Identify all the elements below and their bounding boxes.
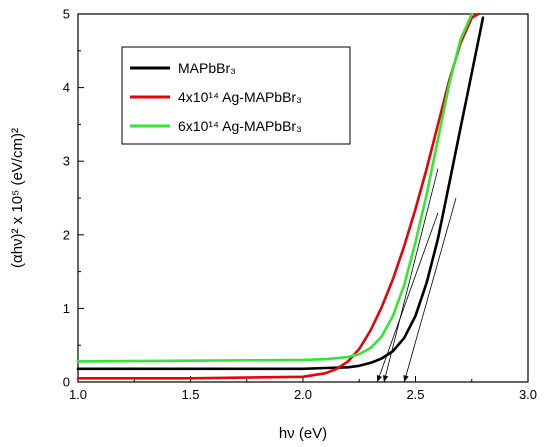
legend-label-1: MAPbBr₃: [178, 60, 236, 76]
y-tick-label: 5: [63, 7, 70, 22]
x-tick-label: 1.0: [69, 387, 87, 402]
tangent-arrowhead: [382, 375, 389, 382]
y-tick-label: 0: [63, 375, 70, 390]
x-axis-title: hν (eV): [279, 425, 327, 442]
legend-label-3: 6x10¹⁴ Ag-MAPbBr₃: [178, 118, 302, 134]
y-axis-title: (αhν)² x 10⁵ (eV/cm)²: [9, 128, 26, 268]
series-line-ag-6e14: [76, 12, 474, 363]
y-tick-label: 1: [63, 301, 70, 316]
tangent-lines: [376, 168, 457, 383]
x-tick-label: 2.5: [406, 387, 424, 402]
x-tick-label: 3.0: [519, 387, 537, 402]
x-tick-label: 1.5: [181, 387, 199, 402]
x-tick-label: 2.0: [294, 387, 312, 402]
legend-label-2: 4x10¹⁴ Ag-MAPbBr₃: [178, 89, 302, 105]
legend: MAPbBr₃ 4x10¹⁴ Ag-MAPbBr₃ 6x10¹⁴ Ag-MAPb…: [121, 46, 351, 145]
y-tick-label: 3: [63, 154, 70, 169]
tangent-line: [403, 197, 457, 383]
tangent-line: [383, 168, 439, 383]
y-tick-label: 4: [63, 80, 70, 95]
series-line-mapbbr3: [76, 16, 485, 371]
series-lines: [76, 12, 485, 380]
y-tick-label: 2: [63, 227, 70, 242]
x-axis-ticks: 1.0 1.5 2.0 2.5 3.0: [69, 376, 537, 402]
y-axis-ticks: 0 1 2 3 4 5: [63, 7, 84, 390]
tangent-line: [376, 212, 439, 383]
tangent-arrowhead: [403, 375, 409, 382]
tangent-arrowhead: [376, 375, 382, 382]
